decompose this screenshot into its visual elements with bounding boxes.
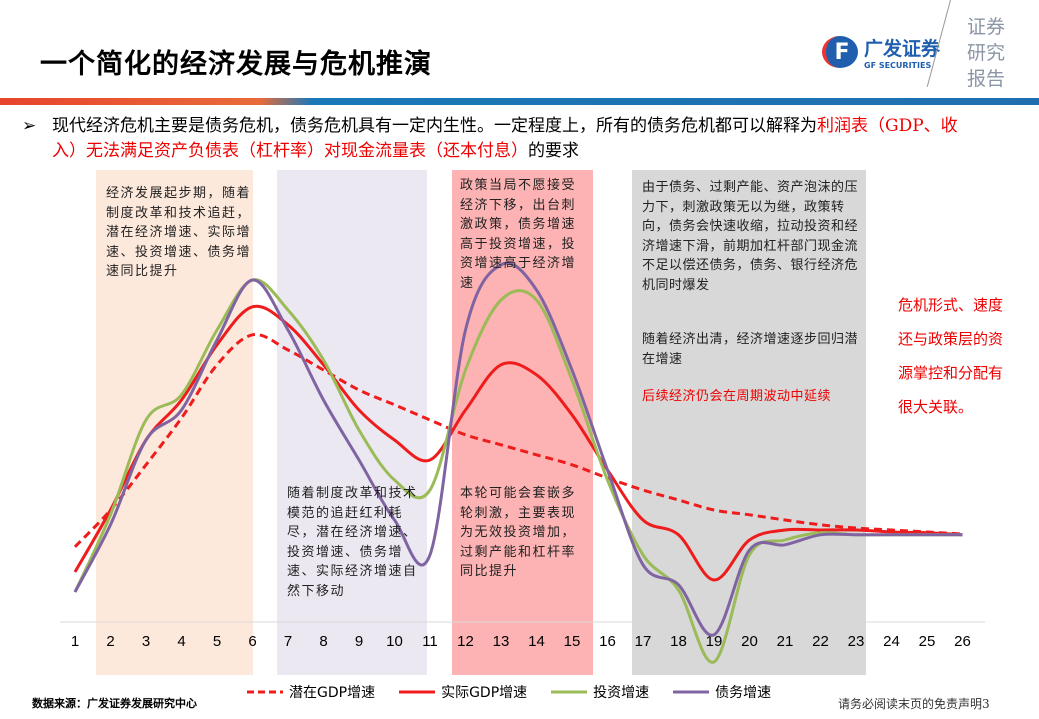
x-tick-label: 23 (848, 633, 865, 650)
bullet-point: ➢ 现代经济危机主要是债务危机，债务危机具有一定内生性。一定程度上，所有的债务危… (22, 114, 982, 164)
bullet-text-end: 的要求 (528, 141, 579, 161)
x-tick-label: 26 (954, 633, 971, 650)
series-line-2 (73, 278, 963, 664)
x-tick-label: 2 (106, 633, 114, 650)
tag-line: 证券 (967, 16, 1006, 38)
legend: 潜在GDP增速 实际GDP增速 投资增速 债务增速 (245, 682, 771, 702)
legend-debt: 债务增速 (671, 682, 771, 702)
tag-line: 研究 (967, 42, 1006, 64)
legend-investment: 投资增速 (549, 682, 649, 702)
x-tick-label: 15 (564, 633, 581, 650)
legend-label: 潜在GDP增速 (289, 685, 376, 701)
x-tick-label: 14 (528, 633, 545, 650)
note-crisis-3: 后续经济仍会在周期波动中延续 (642, 389, 832, 404)
disclaimer: 请务必阅读末页的免责声明3 (838, 697, 990, 711)
band-decline (277, 170, 427, 675)
gf-securities-logo: F 广发证券 GF SECURITIES (822, 34, 940, 70)
logo-en: GF SECURITIES (864, 61, 932, 70)
x-tick-label: 17 (635, 633, 652, 650)
side-note: 危机形式、速度还与政策层的资源掌控和分配有很大关联。 (898, 296, 1004, 416)
x-tick-label: 7 (284, 633, 292, 650)
legend-potential-gdp: 潜在GDP增速 (245, 682, 375, 702)
x-tick-label: 22 (812, 633, 829, 650)
arrow-bullet-icon: ➢ (22, 116, 37, 136)
x-tick-label: 5 (213, 633, 221, 650)
data-source: 数据来源：广发证券发展研究中心 (32, 697, 197, 710)
note-decline: 随着制度改革和技术模范的追赶红利耗尽，潜在经济增速、投资增速、债务增速、实际经济… (287, 486, 418, 599)
note-crisis-1: 由于债务、过剩产能、资产泡沫的压力下，刺激政策无以为继，政策转向，债务会快速收缩… (642, 180, 859, 293)
tag-line: 报告 (967, 68, 1006, 90)
logo-mark-icon: F (822, 36, 858, 68)
x-tick-label: 9 (355, 633, 363, 650)
legend-actual-gdp: 实际GDP增速 (397, 682, 527, 702)
logo-cn: 广发证券 (864, 38, 941, 60)
x-tick-label: 6 (248, 633, 256, 650)
note-stimulus-top: 政策当局不愿接受经济下移，出台刺激政策，债务增速高于投资增速，投资增速高于经济增… (460, 178, 577, 291)
x-tick-label: 8 (319, 633, 327, 650)
header-bar (0, 98, 1039, 105)
report-tag: 证券 研究 报告 (967, 14, 1007, 92)
x-tick-label: 3 (142, 633, 150, 650)
x-tick-label: 18 (670, 633, 687, 650)
x-tick-label: 4 (177, 633, 185, 650)
x-tick-label: 25 (919, 633, 936, 650)
note-stimulus-bottom: 本轮可能会套嵌多轮刺激，主要表现为无效投资增加，过剩产能和杠杆率同比提升 (460, 486, 577, 579)
x-tick-label: 11 (422, 633, 438, 650)
band-start (96, 170, 253, 675)
band-stimulus (452, 170, 593, 675)
series-line-3 (73, 261, 963, 637)
x-tick-label: 21 (777, 633, 794, 650)
x-tick-label: 20 (741, 633, 758, 650)
note-start: 经济发展起步期，随着制度改革和技术追赶，潜在经济增速、实际增速、投资增速、债务增… (106, 186, 252, 279)
note-crisis-2: 随着经济出清，经济增速逐步回归潜在增速 (642, 332, 859, 367)
bullet-highlight: 利润表（GDP、收入）无法满足资产负债表（杠杆率）对现金流量表（还本付息） (52, 116, 958, 161)
band-crisis (632, 170, 866, 675)
x-tick-label: 19 (706, 633, 723, 650)
x-tick-label: 12 (457, 633, 474, 650)
bullet-text: 现代经济危机主要是债务危机，债务危机具有一定内生性。一定程度上，所有的债务危机都… (52, 116, 817, 136)
x-tick-label: 13 (493, 633, 510, 650)
x-tick-label: 16 (599, 633, 616, 650)
legend-label: 债务增速 (715, 685, 772, 701)
x-tick-label: 10 (386, 633, 403, 650)
legend-label: 投资增速 (593, 685, 650, 701)
series-line-0 (73, 333, 963, 548)
x-tick-label: 1 (71, 633, 79, 650)
x-tick-label: 24 (883, 633, 900, 650)
page-title: 一个简化的经济发展与危机推演 (40, 49, 432, 80)
series-line-1 (73, 304, 963, 582)
legend-label: 实际GDP增速 (441, 685, 528, 701)
